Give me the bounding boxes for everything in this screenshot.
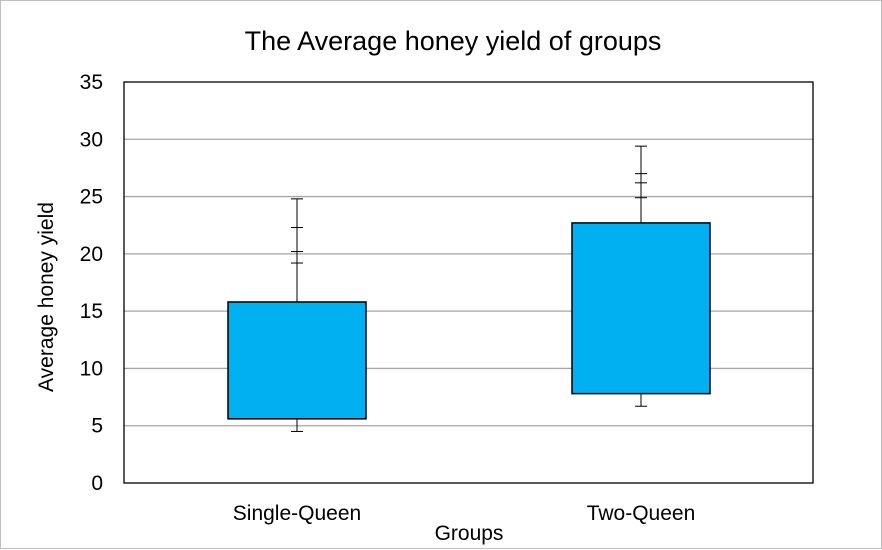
box-single-queen — [227, 301, 367, 420]
y-tick-label-5: 5 — [91, 415, 103, 438]
x-category-label-single-queen: Single-Queen — [233, 502, 361, 525]
y-tick-label-0: 0 — [91, 472, 103, 495]
y-tick-label-30: 30 — [80, 128, 103, 151]
x-axis-label: Groups — [435, 522, 504, 545]
y-tick-label-10: 10 — [80, 357, 103, 380]
y-tick-label-35: 35 — [80, 71, 103, 94]
plot-area-border — [123, 81, 814, 484]
box-two-queen — [571, 222, 711, 395]
x-category-label-two-queen: Two-Queen — [587, 502, 696, 525]
chart-title: The Average honey yield of groups — [245, 26, 662, 56]
y-tick-label-20: 20 — [80, 243, 103, 266]
boxes — [227, 145, 711, 432]
y-axis-label: Average honey yield — [35, 202, 58, 392]
y-tick-label-25: 25 — [80, 186, 103, 209]
x-axis-categories: Single-Queen Two-Queen — [233, 502, 695, 525]
y-axis-ticks: 0 5 10 15 20 25 30 35 — [80, 71, 103, 495]
y-tick-label-15: 15 — [80, 300, 103, 323]
